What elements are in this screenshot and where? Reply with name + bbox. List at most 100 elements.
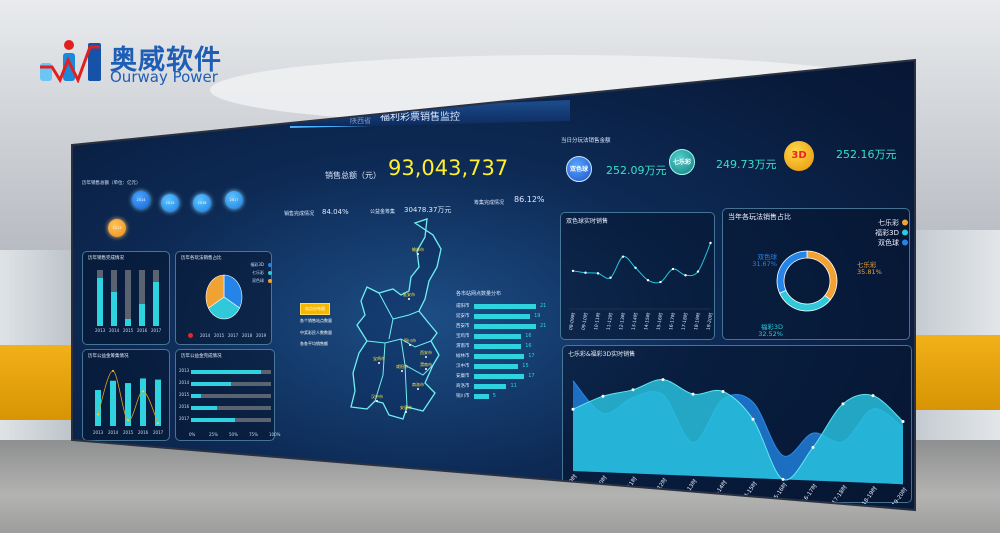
history-bubble[interactable]: 2015 (161, 194, 179, 212)
bar (153, 282, 159, 326)
map-city-label[interactable]: 西安市 (420, 350, 432, 355)
map-legend-item[interactable]: 各个销售站点数量 (300, 318, 332, 323)
x-tick-label: 13-14时 (630, 312, 640, 331)
year-label: 2014 (109, 328, 120, 333)
map-city-dot (376, 400, 378, 402)
line-chart: 08-09时 09-10时 10-11时 11-12时 12-13时 13-14时 14-1… (567, 241, 715, 331)
kpi-value: 86.12% (514, 195, 545, 204)
timeline-year[interactable]: 2017 (228, 333, 239, 338)
year-label: 2013 (179, 368, 190, 373)
timeline-year[interactable]: 2018 (242, 333, 253, 338)
sales-total-label: 销售总额（元） (325, 171, 381, 180)
kpi-label: 公益金筹集 (370, 209, 396, 215)
history-bubble[interactable]: 2013 (108, 219, 126, 237)
map-legend-active[interactable]: 站点分布图 (300, 303, 330, 315)
axis-label: 50% (229, 432, 238, 437)
timeline-year[interactable]: 2015 (214, 333, 225, 338)
timeline[interactable]: 2014 2015 2017 2018 2019 (182, 332, 270, 340)
line-point (671, 267, 675, 271)
ranking-value: 17 (528, 353, 535, 359)
bar (110, 380, 116, 426)
legend-label: 福彩3D (875, 228, 899, 237)
shaanxi-map[interactable] (345, 215, 460, 430)
year-label: 2016 (137, 328, 148, 333)
legend-dot (268, 279, 272, 283)
year-label: 2015 (179, 392, 190, 397)
map-city-dot (417, 388, 419, 390)
area-point (811, 445, 815, 449)
year-label: 2016 (138, 430, 149, 435)
ranking-city: 安康市 (456, 374, 470, 379)
line-point (157, 422, 159, 425)
year-label: 2016 (179, 404, 190, 409)
today-value: 252.16万元 (836, 148, 897, 161)
ranking-city: 西安市 (456, 324, 470, 329)
bar (139, 303, 145, 326)
map-city-label[interactable]: 商洛市 (412, 382, 424, 387)
x-tick-label: 16-17时 (667, 312, 677, 331)
progress-fill (191, 382, 231, 386)
line-point (142, 390, 144, 393)
line-point (684, 274, 687, 277)
donut-slice (779, 289, 831, 312)
bar-chart: 2013 2014 2015 2016 2017 (91, 266, 167, 334)
slice-percent: 32.52% (758, 330, 783, 338)
map-city-label[interactable]: 榆林市 (412, 247, 424, 252)
bar (111, 292, 117, 326)
timeline-year[interactable]: 2019 (256, 333, 267, 338)
ranking-value: 16 (525, 333, 532, 339)
ranking-bar (474, 374, 525, 379)
ranking-bar (474, 364, 519, 369)
map-city-label[interactable]: 渭南市 (420, 362, 432, 367)
ranking-city: 宝鸡市 (456, 334, 470, 339)
legend-dot (902, 219, 908, 226)
ranking-value: 19 (534, 313, 541, 319)
kpi-label: 筹集完成情况 (474, 200, 505, 206)
line-point (646, 279, 650, 282)
progress-fill (191, 418, 235, 422)
panel-fund-raising: 历年公益金筹集情况 2013 2014 2015 2016 2017 (82, 349, 170, 441)
axis-label: 75% (249, 432, 258, 437)
lottery-icon-qilecai[interactable]: 七乐彩 (669, 149, 695, 175)
map-city-dot (405, 411, 407, 413)
area-point (781, 477, 785, 481)
axis-label: 25% (209, 432, 218, 437)
ranking-value: 16 (525, 343, 532, 349)
kpi-label: 销售完成情况 (284, 211, 315, 217)
line-point (609, 276, 612, 279)
year-label: 2014 (179, 380, 190, 385)
x-tick-label: 09-10时 (580, 312, 590, 331)
x-tick-label: 12-13时 (617, 312, 627, 331)
lottery-icon-shuangseqiu[interactable]: 双色球 (566, 156, 592, 182)
timeline-year[interactable]: 2014 (200, 333, 211, 338)
map-legend-item[interactable]: 中奖彩民人数数量 (300, 330, 332, 335)
panel-sales-completion: 历年销售完成情况 2013 2014 2015 2016 2017 (82, 251, 170, 345)
timeline-handle[interactable] (188, 333, 193, 338)
map-city-label[interactable]: 安康市 (400, 405, 412, 410)
map-city-label[interactable]: 宝鸡市 (373, 356, 385, 361)
ranking-title: 各市站网点数量分布 (456, 291, 502, 297)
pie-chart (205, 274, 243, 320)
legend-dot (268, 263, 272, 267)
lottery-icon-3d[interactable]: 3D (784, 141, 814, 171)
line-point (571, 269, 575, 273)
area-point (841, 402, 845, 406)
header-region: 陕西省 (350, 117, 371, 125)
x-tick-label: 18-19时 (692, 312, 702, 331)
panel-title: 双色球实时销售 (566, 218, 609, 225)
history-bubble[interactable]: 2014 (132, 191, 150, 209)
today-value: 249.73万元 (716, 158, 777, 171)
history-bubble[interactable]: 2017 (225, 191, 243, 209)
panel-qlc-3d-realtime: 七乐彩&福彩3D实时销售 08-09时09-10时10-11时11-12时12-… (562, 345, 912, 504)
map-city-label[interactable]: 延安市 (403, 292, 415, 297)
map-city-label[interactable]: 咸阳市 (396, 364, 408, 369)
history-bubble[interactable]: 2016 (193, 194, 211, 212)
map-legend-item[interactable]: 各各平均销售额 (300, 341, 328, 346)
x-tick-label: 19-20时 (705, 312, 715, 331)
map-city-label[interactable]: 铜川市 (404, 338, 416, 343)
panel-fund-completion: 历年公益金完成情况 2013 2014 2015 2016 2017 0% 25% 50% 75… (175, 349, 280, 441)
map-city-label[interactable]: 汉中市 (371, 394, 383, 399)
ranking-city: 延安市 (456, 314, 470, 319)
sales-total-value: 93,043,737 (388, 156, 509, 180)
today-value: 252.09万元 (606, 164, 667, 177)
